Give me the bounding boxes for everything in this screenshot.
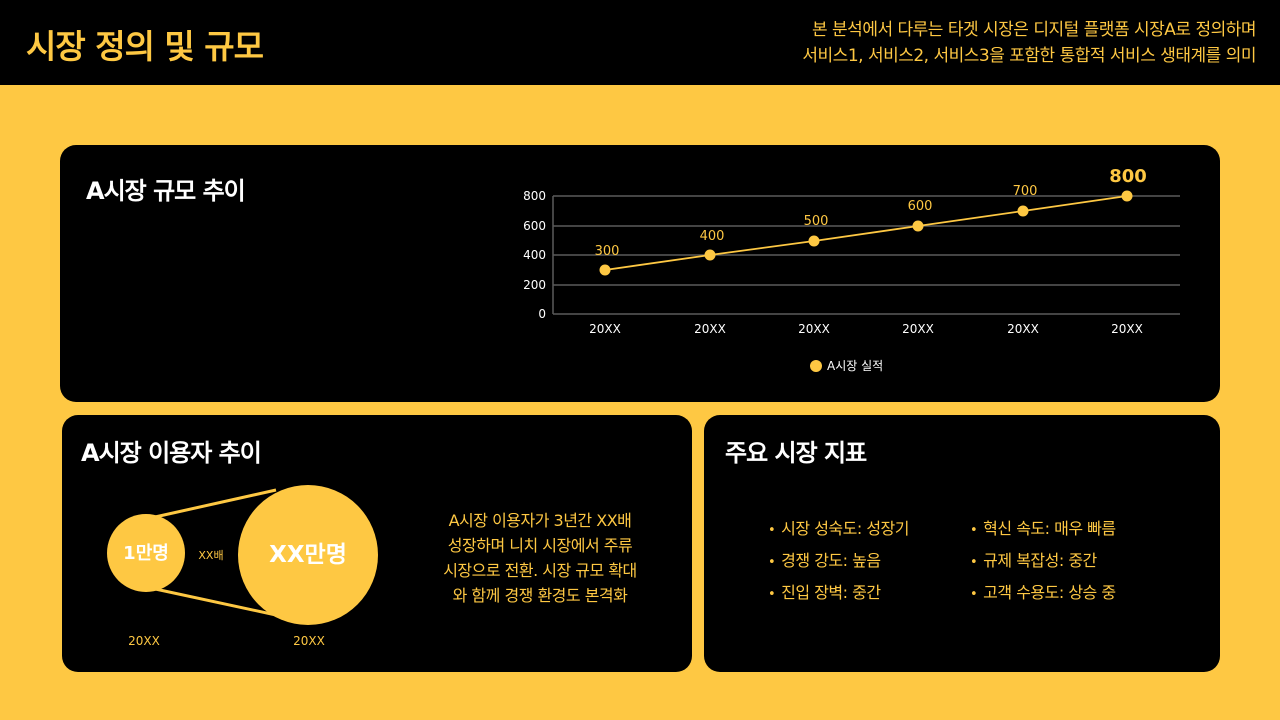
large-users-circle: [238, 485, 378, 625]
x-tick: 20XX: [902, 322, 934, 336]
legend-label: A시장 실적: [827, 359, 883, 373]
x-tick: 20XX: [589, 322, 621, 336]
small-year-label: 20XX: [128, 634, 160, 648]
users-description-line: 와 함께 경쟁 환경도 본격화: [452, 586, 628, 605]
x-tick: 20XX: [798, 322, 830, 336]
x-tick: 20XX: [1007, 322, 1039, 336]
x-tick: 20XX: [1111, 322, 1143, 336]
data-labels: 300 400 500 600 700 800: [595, 166, 1147, 259]
indicator-item: 진입 장벽: 중간: [768, 578, 909, 610]
users-description: A시장 이용자가 3년간 XX배 성장하며 니치 시장에서 주류 시장으로 전환…: [410, 508, 670, 608]
users-description-line: 성장하며 니치 시장에서 주류: [447, 536, 633, 555]
data-point: [912, 220, 924, 232]
y-axis-ticks: 800 600 400 200 0: [523, 189, 546, 321]
header-description: 본 분석에서 다루는 타겟 시장은 디지털 플랫폼 시장A로 정의하며 서비스1…: [802, 17, 1256, 69]
data-label: 400: [700, 229, 725, 244]
users-card: A시장 이용자 추이 1만명 XX만명 XX배 20XX 20XX A시장 이용…: [62, 415, 692, 672]
chart-legend: A시장 실적: [810, 359, 883, 373]
header-description-line: 서비스1, 서비스2, 서비스3을 포함한 통합적 서비스 생태계를 의미: [802, 46, 1256, 66]
indicator-item: 고객 수용도: 상승 중: [970, 578, 1116, 610]
market-size-title: A시장 규모 추이: [86, 177, 246, 205]
data-label: 300: [595, 244, 620, 259]
y-tick: 600: [523, 219, 546, 233]
users-description-line: A시장 이용자가 3년간 XX배: [448, 511, 632, 530]
series-points: [599, 190, 1133, 276]
legend-marker-icon: [810, 360, 822, 372]
data-point: [599, 264, 611, 276]
connector-line-top: [145, 488, 277, 521]
data-point: [808, 235, 820, 247]
page-title: 시장 정의 및 규모: [26, 27, 264, 66]
connector-line-bottom: [145, 585, 277, 617]
data-point: [1121, 190, 1133, 202]
indicators-list-right: 혁신 속도: 매우 빠름 규제 복잡성: 중간 고객 수용도: 상승 중: [970, 514, 1116, 610]
y-tick: 400: [523, 248, 546, 262]
users-growth-diagram: 1만명 XX만명 XX배 20XX 20XX: [107, 485, 378, 648]
indicator-item: 경쟁 강도: 높음: [768, 546, 909, 578]
data-label: 600: [908, 199, 933, 214]
market-size-line-chart: 800 600 400 200 0 300 400 500 600 700 80…: [523, 166, 1180, 373]
small-users-circle: [107, 514, 185, 592]
y-tick: 0: [538, 307, 546, 321]
market-size-card: A시장 규모 추이 800 600 400 200 0 300: [60, 145, 1220, 402]
data-label: 700: [1013, 184, 1038, 199]
indicator-item: 혁신 속도: 매우 빠름: [970, 514, 1116, 546]
indicator-item: 규제 복잡성: 중간: [970, 546, 1116, 578]
data-label: 500: [804, 214, 829, 229]
indicators-title: 주요 시장 지표: [725, 439, 867, 467]
header-description-line: 본 분석에서 다루는 타겟 시장은 디지털 플랫폼 시장A로 정의하며: [812, 20, 1256, 40]
y-tick: 200: [523, 278, 546, 292]
users-title: A시장 이용자 추이: [81, 439, 262, 467]
users-description-line: 시장으로 전환. 시장 규모 확대: [443, 561, 637, 580]
x-tick: 20XX: [694, 322, 726, 336]
chart-gridlines: [552, 195, 1180, 315]
x-axis-ticks: 20XX 20XX 20XX 20XX 20XX 20XX: [589, 322, 1143, 336]
multiplier-label: XX배: [198, 549, 223, 562]
data-label-highlight: 800: [1109, 166, 1147, 187]
series-line: [604, 195, 1128, 271]
large-circle-label: XX만명: [269, 542, 347, 568]
indicators-card: 주요 시장 지표 시장 성숙도: 성장기 경쟁 강도: 높음 진입 장벽: 중간…: [704, 415, 1220, 672]
large-year-label: 20XX: [293, 634, 325, 648]
small-circle-label: 1만명: [123, 543, 169, 564]
indicators-list-left: 시장 성숙도: 성장기 경쟁 강도: 높음 진입 장벽: 중간: [768, 514, 909, 610]
data-point: [1017, 205, 1029, 217]
data-point: [704, 249, 716, 261]
y-tick: 800: [523, 189, 546, 203]
indicator-item: 시장 성숙도: 성장기: [768, 514, 909, 546]
header-bar: 시장 정의 및 규모 본 분석에서 다루는 타겟 시장은 디지털 플랫폼 시장A…: [0, 0, 1280, 85]
